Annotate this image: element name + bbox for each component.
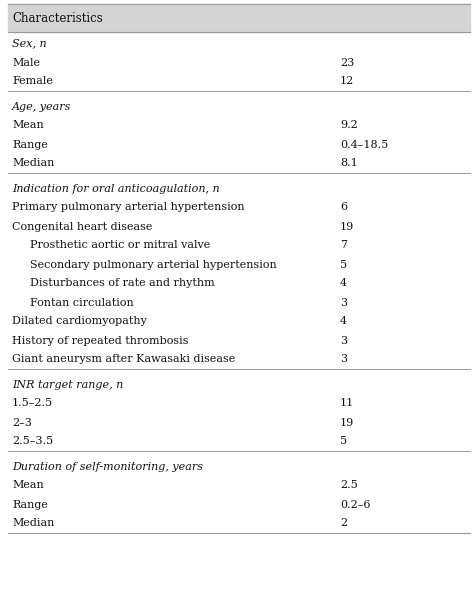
Text: Range: Range bbox=[12, 140, 48, 150]
Text: INR target range, n: INR target range, n bbox=[12, 379, 123, 389]
Text: Age, years: Age, years bbox=[12, 102, 72, 112]
Text: 2–3: 2–3 bbox=[12, 417, 32, 427]
Text: 8.1: 8.1 bbox=[340, 159, 358, 169]
Text: Primary pulmonary arterial hypertension: Primary pulmonary arterial hypertension bbox=[12, 202, 245, 213]
Text: 1.5–2.5: 1.5–2.5 bbox=[12, 398, 53, 408]
Text: 7: 7 bbox=[340, 240, 347, 251]
Text: Congenital heart disease: Congenital heart disease bbox=[12, 221, 152, 232]
Text: 0.4–18.5: 0.4–18.5 bbox=[340, 140, 388, 150]
Text: History of repeated thrombosis: History of repeated thrombosis bbox=[12, 335, 189, 346]
Text: 19: 19 bbox=[340, 417, 354, 427]
Text: 2.5: 2.5 bbox=[340, 481, 358, 490]
Text: Duration of self-monitoring, years: Duration of self-monitoring, years bbox=[12, 462, 203, 471]
Text: 23: 23 bbox=[340, 58, 354, 67]
Text: Mean: Mean bbox=[12, 481, 44, 490]
Text: 9.2: 9.2 bbox=[340, 121, 358, 131]
Text: Median: Median bbox=[12, 159, 55, 169]
Text: Male: Male bbox=[12, 58, 40, 67]
Text: 0.2–6: 0.2–6 bbox=[340, 500, 371, 509]
Text: Characteristics: Characteristics bbox=[12, 12, 103, 25]
Text: 5: 5 bbox=[340, 259, 347, 270]
Text: 2: 2 bbox=[340, 519, 347, 528]
Text: 4: 4 bbox=[340, 278, 347, 289]
Text: Median: Median bbox=[12, 519, 55, 528]
Text: Range: Range bbox=[12, 500, 48, 509]
Text: Prosthetic aortic or mitral valve: Prosthetic aortic or mitral valve bbox=[30, 240, 210, 251]
Text: 5: 5 bbox=[340, 436, 347, 446]
Text: 6: 6 bbox=[340, 202, 347, 213]
Text: 11: 11 bbox=[340, 398, 354, 408]
Text: Dilated cardiomyopathy: Dilated cardiomyopathy bbox=[12, 316, 147, 327]
Bar bbox=[8, 4, 470, 32]
Text: Disturbances of rate and rhythm: Disturbances of rate and rhythm bbox=[30, 278, 215, 289]
Text: Indication for oral anticoagulation, n: Indication for oral anticoagulation, n bbox=[12, 183, 219, 194]
Text: Sex, n: Sex, n bbox=[12, 39, 46, 48]
Text: 12: 12 bbox=[340, 77, 354, 86]
Text: Fontan circulation: Fontan circulation bbox=[30, 297, 134, 308]
Text: 2.5–3.5: 2.5–3.5 bbox=[12, 436, 53, 446]
Text: 4: 4 bbox=[340, 316, 347, 327]
Text: 19: 19 bbox=[340, 221, 354, 232]
Text: Female: Female bbox=[12, 77, 53, 86]
Text: 3: 3 bbox=[340, 354, 347, 365]
Text: Mean: Mean bbox=[12, 121, 44, 131]
Text: Giant aneurysm after Kawasaki disease: Giant aneurysm after Kawasaki disease bbox=[12, 354, 235, 365]
Text: 3: 3 bbox=[340, 297, 347, 308]
Text: 3: 3 bbox=[340, 335, 347, 346]
Text: Secondary pulmonary arterial hypertension: Secondary pulmonary arterial hypertensio… bbox=[30, 259, 277, 270]
